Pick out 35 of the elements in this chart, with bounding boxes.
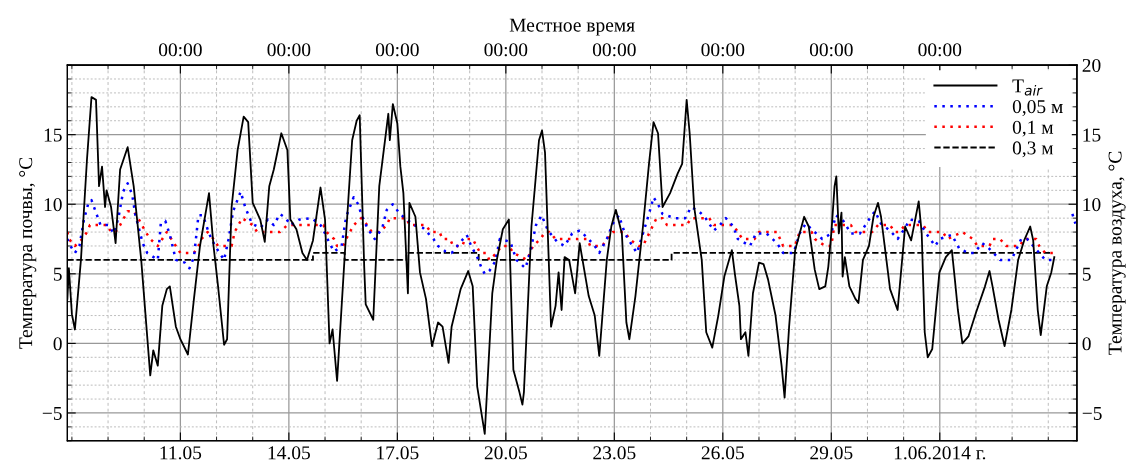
y2-tick-label: 15 — [1083, 128, 1101, 142]
x-tick-label: 14.05 — [268, 446, 310, 460]
y-tick-label: −5 — [42, 406, 62, 420]
x2-tick-label: 00:00 — [592, 43, 636, 57]
x-tick-label: 29.05 — [810, 446, 853, 460]
x2-tick-label: 00:00 — [375, 43, 419, 57]
y2-tick-label: 0 — [1082, 337, 1091, 351]
y-tick-label: 15 — [44, 128, 62, 142]
y2-axis-title: Температура воздуха, °C — [1108, 151, 1126, 355]
x-tick-label: 1.06.2014 г. — [894, 446, 986, 460]
x2-axis-title: Местное время — [509, 18, 635, 36]
x2-tick-label: 00:00 — [809, 43, 853, 57]
x2-tick-label: 00:00 — [701, 43, 745, 57]
x-tick-label: 23.05 — [593, 446, 636, 460]
legend-label: 0,3 м — [1012, 141, 1054, 158]
legend-label: 0,05 м — [1012, 100, 1063, 116]
y-axis-title: Температура почвы, °C — [19, 157, 37, 349]
x2-tick-label: 00:00 — [158, 43, 202, 57]
y2-tick-label: 10 — [1083, 198, 1101, 212]
y2-tick-label: −5 — [1082, 406, 1102, 420]
x2-tick-label: 00:00 — [918, 43, 962, 57]
legend-label: 0,1 м — [1012, 120, 1054, 137]
legend-label: T$_{air}$ — [1012, 79, 1043, 96]
y-tick-label: 10 — [44, 198, 62, 212]
line-series — [67, 209, 1055, 262]
x-tick-label: 11.05 — [160, 446, 202, 460]
y-tick-label: 0 — [53, 337, 62, 351]
x-tick-label: 17.05 — [377, 446, 419, 460]
y-tick-label: 5 — [53, 267, 62, 281]
y2-tick-label: 5 — [1082, 267, 1091, 281]
x2-tick-label: 00:00 — [267, 43, 311, 57]
x-tick-label: 20.05 — [484, 446, 527, 460]
x-tick-label: 26.05 — [701, 446, 744, 460]
y2-tick-label: 20 — [1082, 58, 1101, 73]
x2-tick-label: 00:00 — [484, 43, 528, 57]
